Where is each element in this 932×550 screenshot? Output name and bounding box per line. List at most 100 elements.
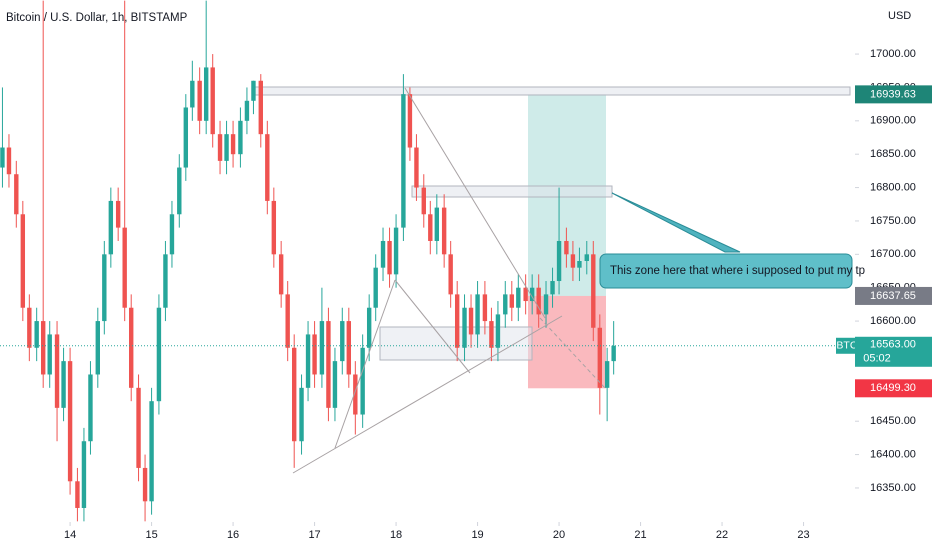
candle-body bbox=[258, 80, 263, 135]
candle-body bbox=[550, 281, 555, 295]
candle-body bbox=[604, 361, 610, 388]
candle-body bbox=[203, 67, 209, 121]
candle-body bbox=[108, 200, 114, 255]
candle-body bbox=[95, 321, 100, 375]
y-tick-label: 16350.00 bbox=[870, 482, 916, 494]
x-tick-label: 16 bbox=[227, 529, 239, 541]
candle-body bbox=[421, 187, 426, 215]
candle-body bbox=[516, 287, 521, 308]
candle-body bbox=[0, 147, 5, 168]
candle-body bbox=[265, 134, 270, 201]
candle-body bbox=[190, 80, 195, 108]
trendline bbox=[334, 279, 396, 449]
y-tick-label: 16450.00 bbox=[870, 415, 916, 427]
candle-body bbox=[291, 347, 297, 442]
candle-body bbox=[393, 227, 399, 275]
candle-body bbox=[210, 67, 215, 135]
candle-body bbox=[244, 100, 250, 121]
candle-body bbox=[238, 120, 243, 155]
x-tick-label: 15 bbox=[145, 529, 157, 541]
candle-body bbox=[584, 254, 589, 261]
candle-body bbox=[407, 94, 413, 148]
x-tick-label: 18 bbox=[390, 529, 402, 541]
x-tick-label: 14 bbox=[64, 529, 76, 541]
candle-body bbox=[183, 107, 189, 168]
candle-body bbox=[509, 294, 514, 308]
x-tick-label: 22 bbox=[716, 529, 728, 541]
candle-body bbox=[14, 174, 19, 215]
candle-body bbox=[251, 80, 256, 101]
candle-body bbox=[271, 200, 277, 255]
stop-label: 16499.30 bbox=[870, 382, 916, 394]
y-tick-label: 16400.00 bbox=[870, 448, 916, 460]
candle-body bbox=[523, 287, 528, 302]
y-tick-label: 17000.00 bbox=[870, 48, 916, 60]
target-label: 16939.63 bbox=[870, 88, 916, 100]
candle-body bbox=[454, 294, 460, 348]
trendlines bbox=[292, 87, 606, 474]
candle-body bbox=[529, 287, 535, 302]
candle-body bbox=[217, 134, 223, 161]
candle-body bbox=[305, 334, 311, 388]
candle-body bbox=[81, 441, 87, 508]
candle-body bbox=[366, 307, 372, 348]
candle-body bbox=[380, 240, 386, 268]
candle-body bbox=[387, 240, 392, 275]
candle-body bbox=[20, 214, 26, 308]
candle-body bbox=[27, 307, 32, 348]
candle-body bbox=[177, 167, 182, 215]
candle-body bbox=[224, 134, 229, 161]
candle-body bbox=[428, 214, 433, 241]
x-tick-label: 21 bbox=[634, 529, 646, 541]
candle-body bbox=[40, 321, 46, 375]
candle-body bbox=[47, 334, 52, 375]
candle-body bbox=[230, 134, 236, 155]
candle-body bbox=[543, 294, 549, 315]
candle-body bbox=[149, 401, 154, 502]
candle-body bbox=[373, 267, 378, 308]
candle-body bbox=[136, 387, 141, 468]
candle-body bbox=[67, 361, 73, 482]
candle-body bbox=[346, 321, 352, 375]
candle-body bbox=[278, 254, 284, 295]
callout-box bbox=[599, 253, 853, 289]
axes: 16350.0016400.0016450.0016500.0016550.00… bbox=[0, 48, 932, 541]
candle-body bbox=[564, 240, 569, 255]
last-price-label: 16563.00 bbox=[870, 339, 916, 351]
candle-body bbox=[122, 227, 127, 308]
zone-box bbox=[411, 185, 613, 198]
candle-body bbox=[102, 254, 107, 322]
callout-text: This zone here that where i supposed to … bbox=[610, 265, 865, 277]
candle-body bbox=[536, 287, 541, 315]
candle-body bbox=[489, 321, 494, 348]
candle-body bbox=[6, 147, 12, 175]
candle-body bbox=[495, 314, 501, 348]
candle-body bbox=[468, 307, 474, 335]
candle-body bbox=[61, 361, 66, 408]
candle-body bbox=[88, 374, 93, 442]
candle-body bbox=[475, 294, 480, 335]
candle-body bbox=[142, 467, 148, 502]
candle-body bbox=[197, 80, 202, 121]
y-tick-label: 16750.00 bbox=[870, 215, 916, 227]
candle-body bbox=[414, 147, 419, 188]
candle-body bbox=[434, 207, 440, 241]
candle-body bbox=[611, 345, 616, 362]
entry-label-badge bbox=[855, 286, 932, 305]
stop-label-badge bbox=[855, 379, 932, 398]
candle-body bbox=[299, 387, 304, 442]
candle-body bbox=[319, 321, 325, 375]
candle-body bbox=[156, 307, 162, 402]
candle-body bbox=[34, 321, 39, 348]
target-label-badge bbox=[855, 85, 932, 104]
candle-body bbox=[54, 334, 60, 408]
y-tick-label: 16800.00 bbox=[870, 181, 916, 193]
trendline bbox=[404, 87, 546, 319]
candle-body bbox=[597, 327, 603, 388]
candle-body bbox=[556, 240, 562, 282]
x-tick-label: 23 bbox=[797, 529, 809, 541]
trendline bbox=[539, 317, 606, 389]
candle-body bbox=[326, 321, 331, 408]
y-tick-label: 16700.00 bbox=[870, 248, 916, 260]
